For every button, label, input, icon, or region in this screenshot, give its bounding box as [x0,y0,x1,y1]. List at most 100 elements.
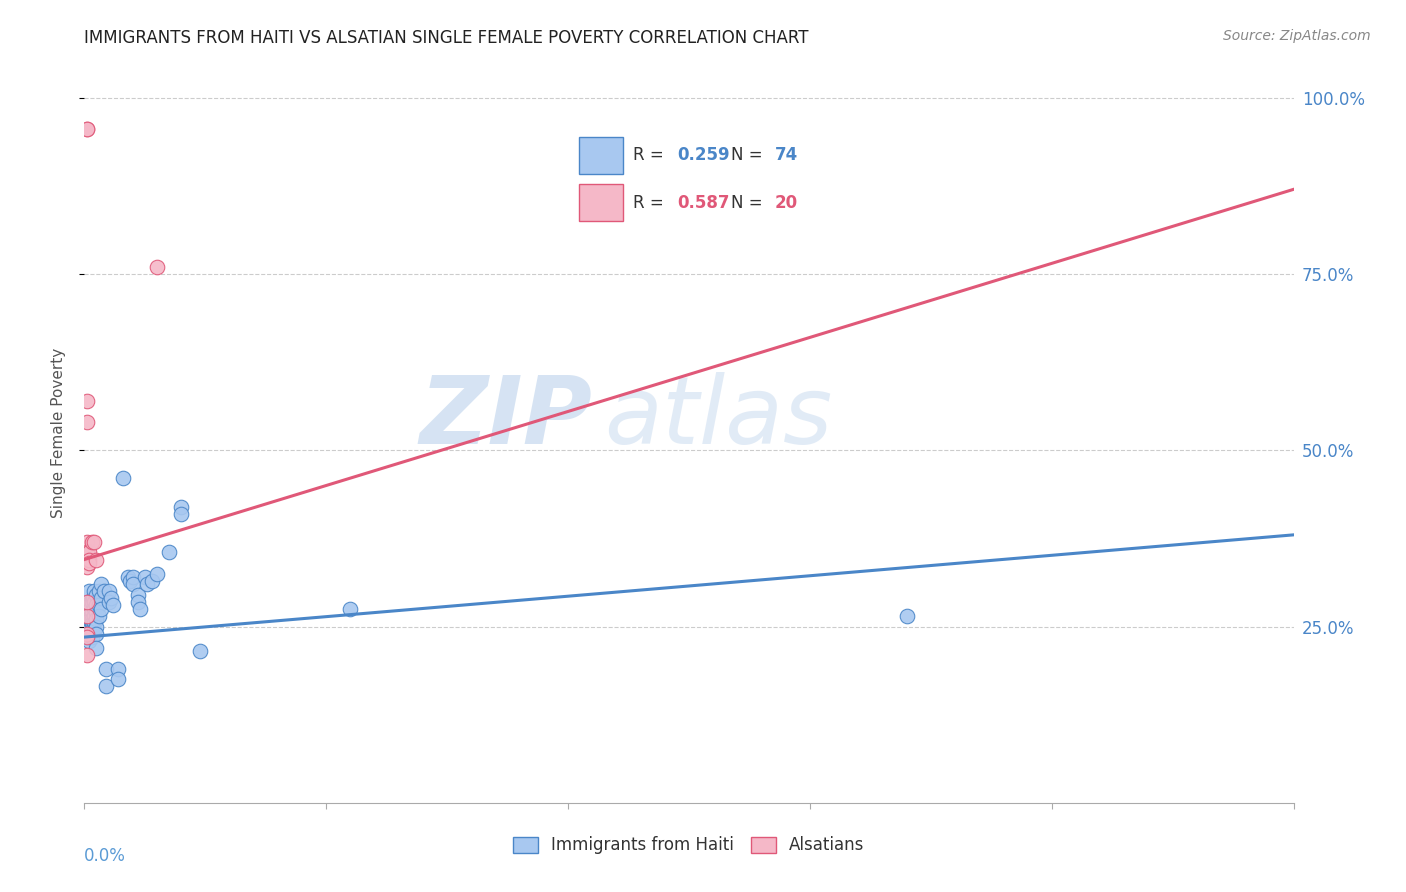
Point [117,570,139,584]
Point [80,630,103,644]
Point [77,612,100,626]
Text: ZIP: ZIP [419,372,592,464]
Point [80,615,103,630]
Point [129,602,152,616]
Text: 0.587: 0.587 [678,194,730,212]
Point [76,535,98,549]
Point [90,591,112,606]
Point [77,615,100,630]
Point [80,595,103,609]
Point [77,609,100,624]
Point [121,577,143,591]
Text: Source: ZipAtlas.com: Source: ZipAtlas.com [1223,29,1371,43]
Point [146,260,169,274]
Point [94,680,117,694]
Point [136,577,159,591]
Point [76,615,98,630]
Text: R =: R = [633,146,669,164]
Point [146,566,169,581]
Point [896,609,918,624]
Point [76,393,98,408]
Point [77,630,100,644]
Bar [579,136,623,174]
Point [77,626,100,640]
Point [93,584,115,599]
Point [79,602,101,616]
Point [75,606,97,620]
Point [86,588,108,602]
Point [112,471,135,485]
Point [75,599,97,613]
Point [76,630,98,644]
Point [87,609,110,624]
Point [120,574,142,588]
Point [76,606,98,620]
Point [86,606,108,620]
Point [86,612,108,626]
Point [77,606,100,620]
Text: 0.259: 0.259 [678,146,730,164]
Point [103,599,125,613]
Point [157,545,180,559]
Text: 0.0%: 0.0% [84,847,127,865]
Point [86,599,108,613]
Point [87,599,110,613]
Text: 20: 20 [775,194,799,212]
Point [80,623,103,637]
Point [80,619,103,633]
Point [76,122,98,136]
Point [76,122,98,136]
Y-axis label: Single Female Poverty: Single Female Poverty [51,348,66,517]
Point [76,626,98,640]
Text: 74: 74 [775,146,799,164]
Point [80,535,103,549]
Legend: Immigrants from Haiti, Alsatians: Immigrants from Haiti, Alsatians [506,830,872,861]
Point [107,673,129,687]
Point [121,570,143,584]
Point [83,609,105,624]
Point [77,623,100,637]
Point [80,606,103,620]
Bar [579,185,623,221]
Point [107,662,129,676]
Point [83,595,105,609]
Point [90,577,112,591]
Point [134,570,156,584]
Point [76,609,98,624]
Point [100,591,122,606]
Point [170,500,193,514]
Point [127,595,149,609]
Point [83,615,105,630]
Point [79,612,101,626]
Text: IMMIGRANTS FROM HAITI VS ALSATIAN SINGLE FEMALE POVERTY CORRELATION CHART: IMMIGRANTS FROM HAITI VS ALSATIAN SINGLE… [84,29,808,47]
Point [76,595,98,609]
Point [94,662,117,676]
Point [76,623,98,637]
Point [141,574,163,588]
Point [77,552,100,566]
Point [87,584,110,599]
Point [77,599,100,613]
Text: atlas: atlas [605,372,832,463]
Point [82,591,104,606]
Point [83,602,105,616]
Point [127,588,149,602]
Point [190,644,212,658]
Point [76,545,98,559]
Point [83,535,105,549]
Point [83,584,105,599]
Point [97,584,120,599]
Point [77,556,100,570]
Point [77,619,100,633]
Point [90,602,112,616]
Point [77,545,100,559]
Point [76,609,98,624]
Point [77,633,100,648]
Point [170,507,193,521]
Point [76,415,98,429]
Point [86,640,108,655]
Point [80,612,103,626]
Point [86,626,108,640]
Text: N =: N = [731,194,768,212]
Point [86,552,108,566]
